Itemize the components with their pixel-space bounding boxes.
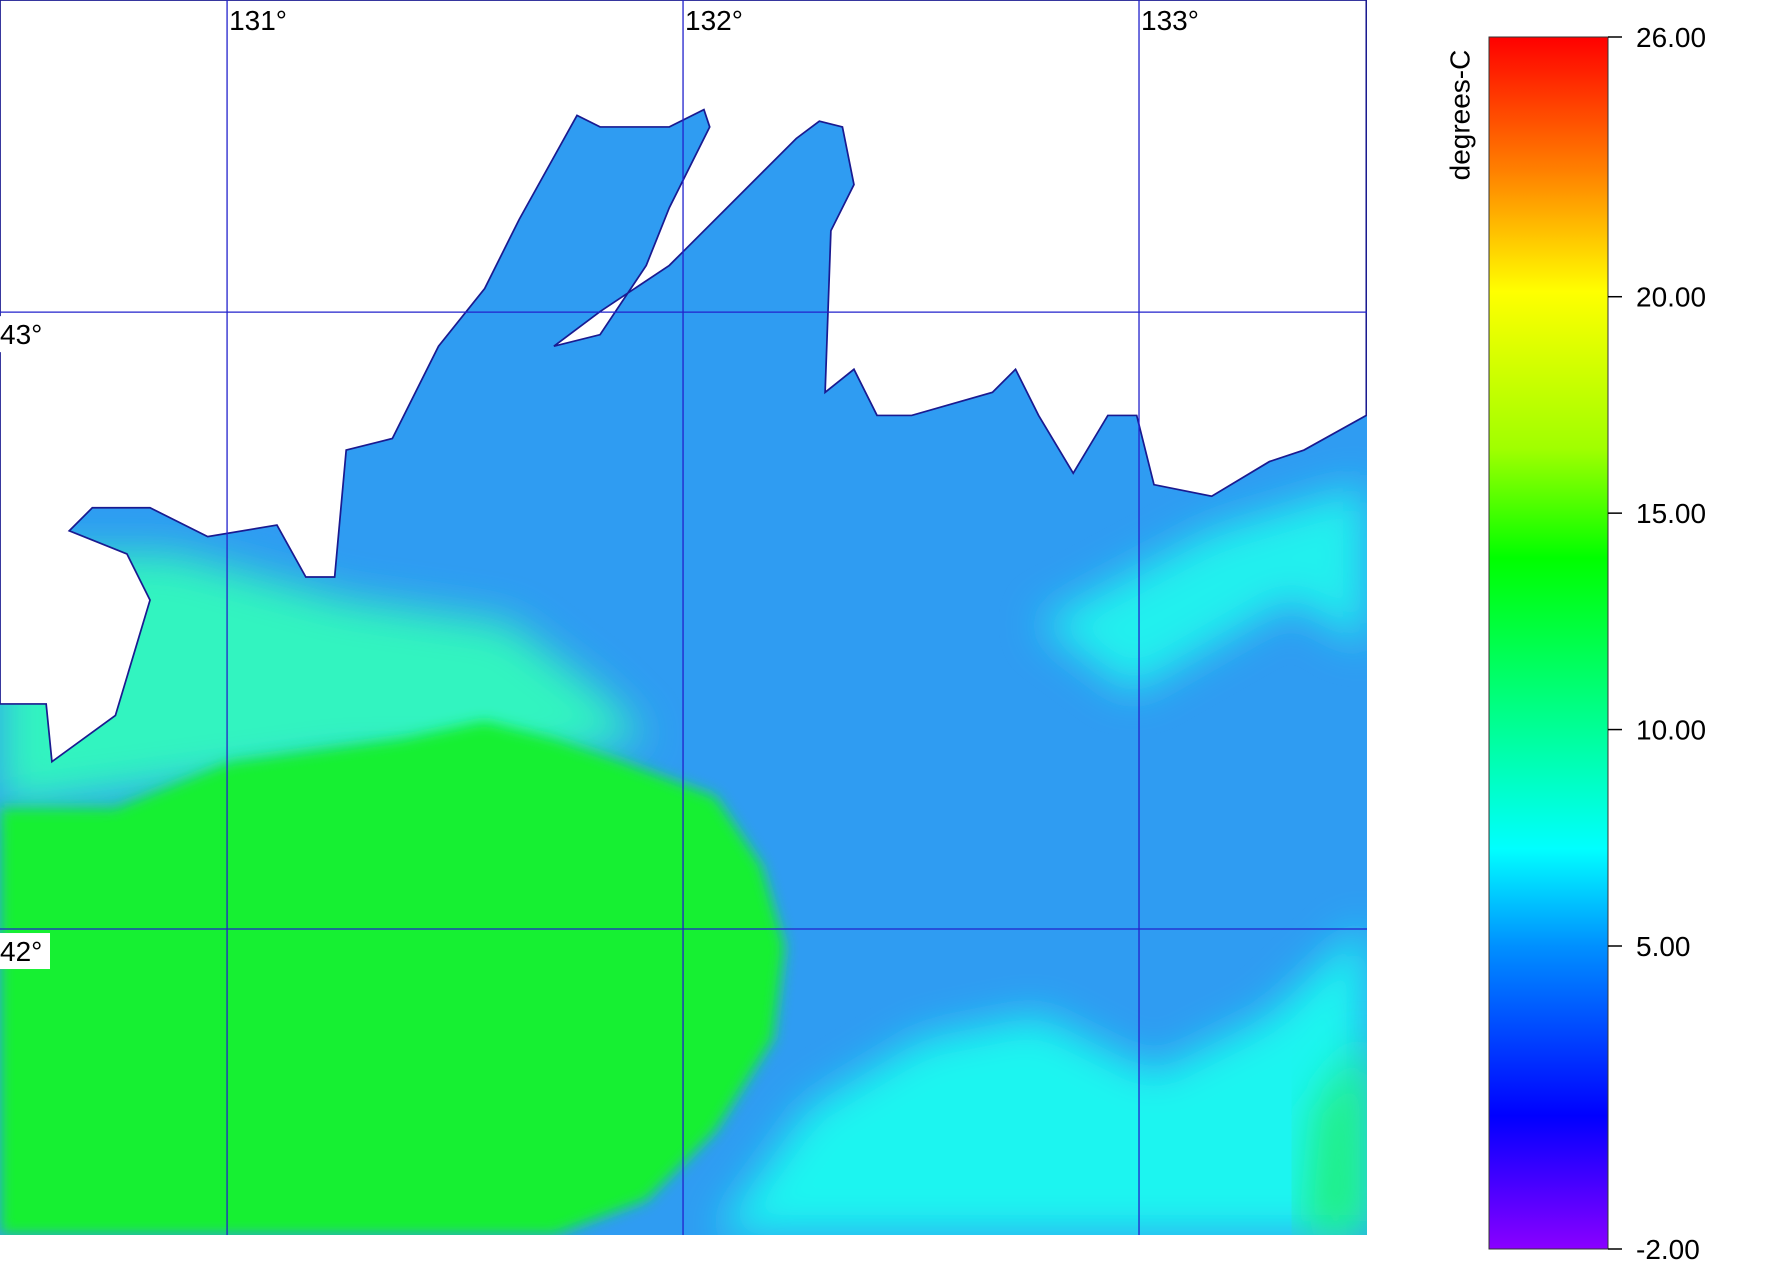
colorbar-tick-label: 20.00 <box>1636 282 1706 313</box>
colorbar-tick-label: 15.00 <box>1636 498 1706 529</box>
colorbar <box>1488 36 1609 1250</box>
lat-label: 42° <box>0 936 42 967</box>
lat-label-bg <box>0 316 50 353</box>
colorbar-tick-label: 10.00 <box>1636 715 1706 746</box>
water-masses <box>0 0 1367 1235</box>
lat-label: 43° <box>0 319 42 350</box>
colorbar-tick-label: 5.00 <box>1636 931 1691 962</box>
lon-label: 131° <box>229 5 287 36</box>
colorbar-label: degrees-C <box>1444 50 1475 181</box>
lat-label-bg <box>0 933 50 970</box>
colorbar-tick-label: 26.00 <box>1636 22 1706 53</box>
lon-label: 132° <box>685 5 743 36</box>
lon-label: 133° <box>1141 5 1199 36</box>
colorbar-tick-label: -2.00 <box>1636 1234 1700 1265</box>
